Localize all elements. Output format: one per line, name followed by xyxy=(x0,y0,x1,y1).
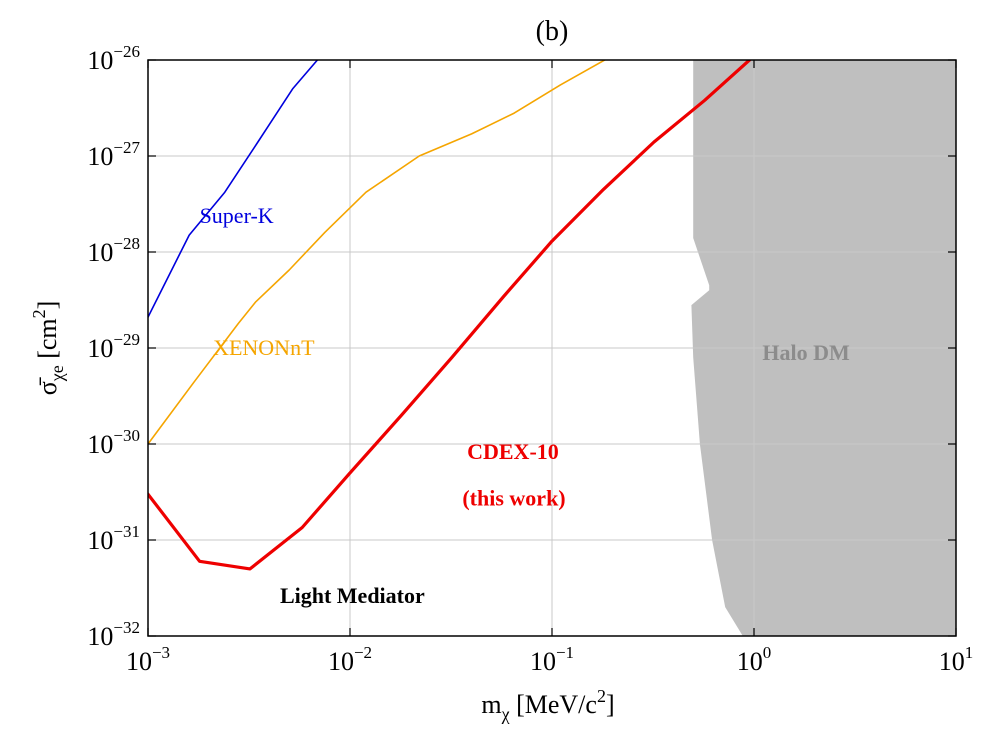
y-tick-base: 10 xyxy=(87,238,113,267)
x-axis-title: mχ [MeV/c2] xyxy=(481,686,614,724)
x-axis-title-rest: [MeV/c xyxy=(510,690,597,719)
y-tick-exponent: −29 xyxy=(113,330,140,349)
y-axis-title-rest: [cm xyxy=(33,318,62,365)
y-tick-exponent: −30 xyxy=(113,426,140,445)
grid-layer xyxy=(148,60,956,636)
y-tick-label: 10−26 xyxy=(87,42,140,75)
y-tick-exponent: −26 xyxy=(113,42,140,61)
xenonnt-label: XENONnT xyxy=(213,335,315,360)
x-tick-base: 10 xyxy=(939,647,965,676)
y-tick-exponent: −31 xyxy=(113,522,140,541)
y-tick-base: 10 xyxy=(87,334,113,363)
x-tick-label: 10−3 xyxy=(126,643,170,676)
x-tick-label: 101 xyxy=(939,643,974,676)
y-tick-exponent: −28 xyxy=(113,234,140,253)
x-tick-label: 100 xyxy=(737,643,772,676)
y-tick-label: 10−30 xyxy=(87,426,140,459)
y-tick-label: 10−31 xyxy=(87,522,140,555)
halo-dm-label: Halo DM xyxy=(762,340,850,365)
y-tick-label: 10−28 xyxy=(87,234,140,267)
y-tick-exponent: −32 xyxy=(113,618,140,637)
x-axis-title-base: m xyxy=(481,690,501,719)
y-tick-base: 10 xyxy=(87,142,113,171)
x-tick-exponent: −3 xyxy=(152,643,170,662)
x-tick-base: 10 xyxy=(530,647,556,676)
y-tick-base: 10 xyxy=(87,430,113,459)
cdex-10-label: CDEX-10 xyxy=(467,439,559,464)
y-axis-title-base: σ̄ xyxy=(33,377,62,395)
x-tick-base: 10 xyxy=(126,647,152,676)
y-tick-label: 10−27 xyxy=(87,138,140,171)
x-tick-exponent: 1 xyxy=(965,643,974,662)
y-tick-label: 10−32 xyxy=(87,618,140,651)
xenonnt-line xyxy=(148,60,607,445)
x-tick-exponent: −1 xyxy=(556,643,574,662)
y-tick-base: 10 xyxy=(87,46,113,75)
x-tick-base: 10 xyxy=(737,647,763,676)
series-layer xyxy=(148,60,752,571)
x-tick-exponent: −2 xyxy=(354,643,372,662)
super-k-label: Super-K xyxy=(200,203,274,228)
super-k-line xyxy=(148,60,319,318)
y-tick-label: 10−29 xyxy=(87,330,140,363)
x-tick-label: 10−2 xyxy=(328,643,372,676)
y-tick-base: 10 xyxy=(87,526,113,555)
light-mediator-label: Light Mediator xyxy=(280,583,425,608)
y-axis-title-sup: 2 xyxy=(29,309,49,318)
tick-layer: 10−3 10−2 10−1 100 10110−3210−3110−3010−2910… xyxy=(87,42,973,676)
annotation-layer: Super-K XENONnT CDEX-10 (this work) Halo DM L… xyxy=(200,203,850,608)
this-work-label: (this work) xyxy=(462,485,565,510)
x-tick-base: 10 xyxy=(328,647,354,676)
x-axis-title-sub: χ xyxy=(501,704,510,724)
x-axis-title-end: ] xyxy=(606,690,615,719)
x-axis-title-sup: 2 xyxy=(597,686,606,706)
x-tick-exponent: 0 xyxy=(763,643,772,662)
y-axis-title: σ̄χe [cm2] xyxy=(29,301,67,396)
y-axis-title-sub: χe xyxy=(47,365,67,382)
cdex-10-this-work-line xyxy=(148,60,752,571)
x-tick-label: 10−1 xyxy=(530,643,574,676)
y-tick-base: 10 xyxy=(87,622,113,651)
y-tick-exponent: −27 xyxy=(113,138,140,157)
y-axis-title-end: ] xyxy=(33,301,62,310)
chart-title: (b) xyxy=(536,16,569,47)
